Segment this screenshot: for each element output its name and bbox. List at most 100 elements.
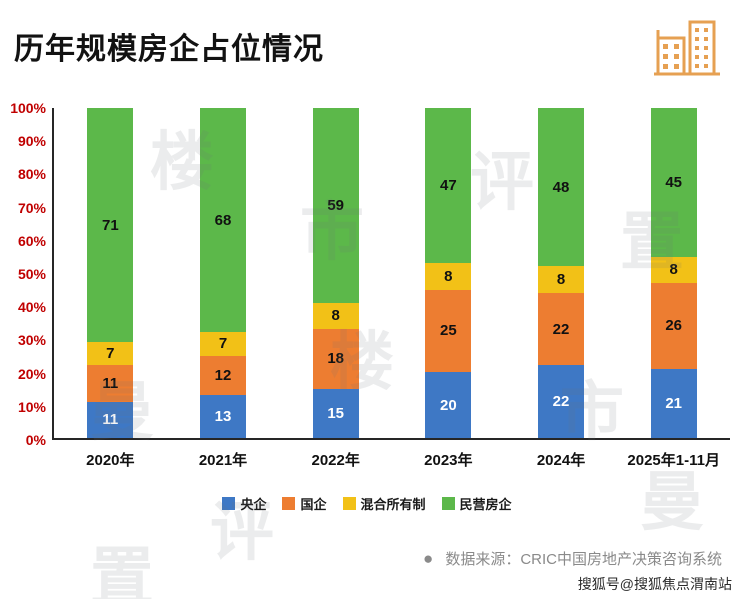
stacked-bar: 13 12 7 68: [200, 108, 246, 438]
credit-text: 搜狐号@搜狐焦点渭南站: [577, 576, 732, 592]
legend-item-民营房企: 民营房企: [441, 494, 512, 513]
stacked-bar: 22 22 8 48: [538, 108, 585, 438]
segment-value-label: 21: [665, 394, 683, 412]
segment-value-label: 8: [669, 261, 678, 279]
segment-value-label: 7: [106, 345, 115, 363]
bar-column: 21 26 8 45: [617, 108, 730, 438]
segment-value-label: 11: [102, 411, 119, 429]
y-tick-label: 90%: [17, 133, 46, 150]
segment-value-label: 47: [440, 177, 457, 195]
y-tick-label: 80%: [17, 166, 46, 183]
bar-segment-民营房企: 45: [650, 108, 697, 257]
bar-segment-国企: 25: [425, 289, 472, 372]
bar-segment-民营房企: 71: [87, 108, 134, 343]
bar-segment-国企: 11: [87, 365, 134, 402]
legend-swatch: [342, 497, 356, 510]
bar-segment-央企: 11: [87, 401, 134, 438]
bar-segment-央企: 13: [200, 395, 246, 438]
y-tick-label: 60%: [17, 232, 46, 249]
buildings-icon: [648, 8, 724, 84]
legend: 央企 国企 混合所有制 民营房企: [4, 494, 730, 513]
x-axis-label: 2021年: [198, 452, 248, 469]
bar-segment-国企: 12: [200, 355, 246, 396]
bar-segment-混合所有制: 8: [538, 266, 585, 293]
legend-label: 民营房企: [459, 497, 512, 512]
y-axis: 100% 90% 80% 70% 60% 50% 40% 30% 20% 10% 0%: [4, 100, 52, 448]
watermark-glyph: 置: [90, 541, 154, 599]
x-axis-label: 2022年: [311, 452, 360, 469]
segment-value-label: 48: [552, 178, 570, 196]
segment-value-label: 7: [218, 335, 228, 353]
y-tick-label: 20%: [17, 365, 46, 382]
segment-value-label: 68: [214, 211, 232, 229]
segment-value-label: 12: [214, 366, 232, 384]
segment-value-label: 59: [327, 196, 345, 214]
bar-column: 13 12 7 68: [167, 108, 280, 438]
segment-value-label: 15: [327, 404, 345, 422]
legend-label: 混合所有制: [360, 497, 426, 512]
stacked-bar-chart: 100% 90% 80% 70% 60% 50% 40% 30% 20% 10% 0% 11 11 7 7…: [0, 96, 740, 513]
y-tick-label: 0%: [25, 432, 46, 448]
x-axis: 2020年 2021年 2022年 2023年 2024年 2025年1-11月: [54, 449, 730, 470]
source-note: ● 数据来源：CRIC中国房地产决策咨询系统: [423, 548, 722, 569]
bar-segment-混合所有制: 8: [312, 302, 359, 330]
segment-value-label: 22: [552, 393, 570, 411]
legend-label: 国企: [300, 497, 327, 512]
segment-value-label: 11: [102, 375, 119, 393]
y-tick-label: 10%: [17, 398, 46, 415]
bar-segment-央企: 20: [425, 372, 472, 438]
bar-column: 11 11 7 71: [54, 108, 167, 438]
legend-item-央企: 央企: [222, 494, 266, 513]
segment-value-label: 8: [556, 271, 566, 289]
bar-column: 22 22 8 48: [505, 108, 618, 438]
stacked-bar: 21 26 8 45: [650, 108, 697, 438]
bar-segment-民营房企: 47: [425, 108, 472, 264]
bar-column: 20 25 8 47: [392, 108, 505, 438]
bar-segment-混合所有制: 7: [200, 332, 246, 356]
y-tick-label: 30%: [17, 332, 46, 349]
segment-value-label: 20: [440, 396, 457, 414]
x-axis-label: 2025年1-11月: [627, 452, 720, 469]
bar-segment-央企: 15: [312, 388, 359, 438]
legend-swatch: [282, 497, 296, 510]
segment-value-label: 8: [331, 307, 340, 325]
legend-swatch: [222, 497, 236, 510]
legend-item-国企: 国企: [282, 494, 327, 513]
y-tick-label: 50%: [17, 266, 46, 282]
y-tick-label: 100%: [10, 100, 46, 116]
bar-segment-国企: 26: [650, 282, 697, 369]
bar-column: 15 18 8 59: [279, 108, 392, 438]
legend-swatch: [441, 497, 455, 510]
x-axis-label: 2020年: [86, 452, 135, 469]
segment-value-label: 22: [552, 320, 570, 338]
page-title: 历年规模房企占位情况: [14, 33, 324, 66]
segment-value-label: 25: [440, 322, 457, 340]
bar-segment-民营房企: 59: [312, 108, 359, 303]
segment-value-label: 71: [101, 216, 119, 234]
x-axis-label: 2024年: [536, 452, 586, 469]
segment-value-label: 26: [665, 317, 683, 335]
legend-item-混合所有制: 混合所有制: [342, 494, 426, 513]
header: 历年规模房企占位情况: [0, 0, 740, 96]
segment-value-label: 8: [444, 267, 453, 285]
bar-segment-民营房企: 48: [538, 108, 585, 267]
source-text: 数据来源：CRIC中国房地产决策咨询系统: [445, 551, 722, 568]
plot-row: 100% 90% 80% 70% 60% 50% 40% 30% 20% 10% 0% 11 11 7 7…: [4, 100, 730, 448]
y-tick-label: 70%: [17, 199, 46, 216]
bar-segment-国企: 18: [312, 329, 359, 389]
segment-value-label: 13: [214, 408, 232, 426]
bar-segment-央企: 21: [650, 368, 697, 438]
stacked-bar: 15 18 8 59: [312, 108, 359, 438]
bar-segment-混合所有制: 7: [87, 342, 134, 366]
bar-segment-央企: 22: [538, 365, 585, 438]
legend-label: 央企: [240, 497, 267, 512]
stacked-bar: 11 11 7 71: [87, 108, 134, 438]
bullet-icon: ●: [423, 549, 434, 568]
bar-segment-民营房企: 68: [200, 108, 246, 333]
x-axis-label: 2023年: [424, 452, 473, 469]
y-tick-label: 40%: [17, 299, 46, 316]
bar-segment-国企: 22: [538, 292, 585, 366]
bar-segment-混合所有制: 8: [425, 263, 472, 290]
bar-segment-混合所有制: 8: [650, 256, 697, 283]
